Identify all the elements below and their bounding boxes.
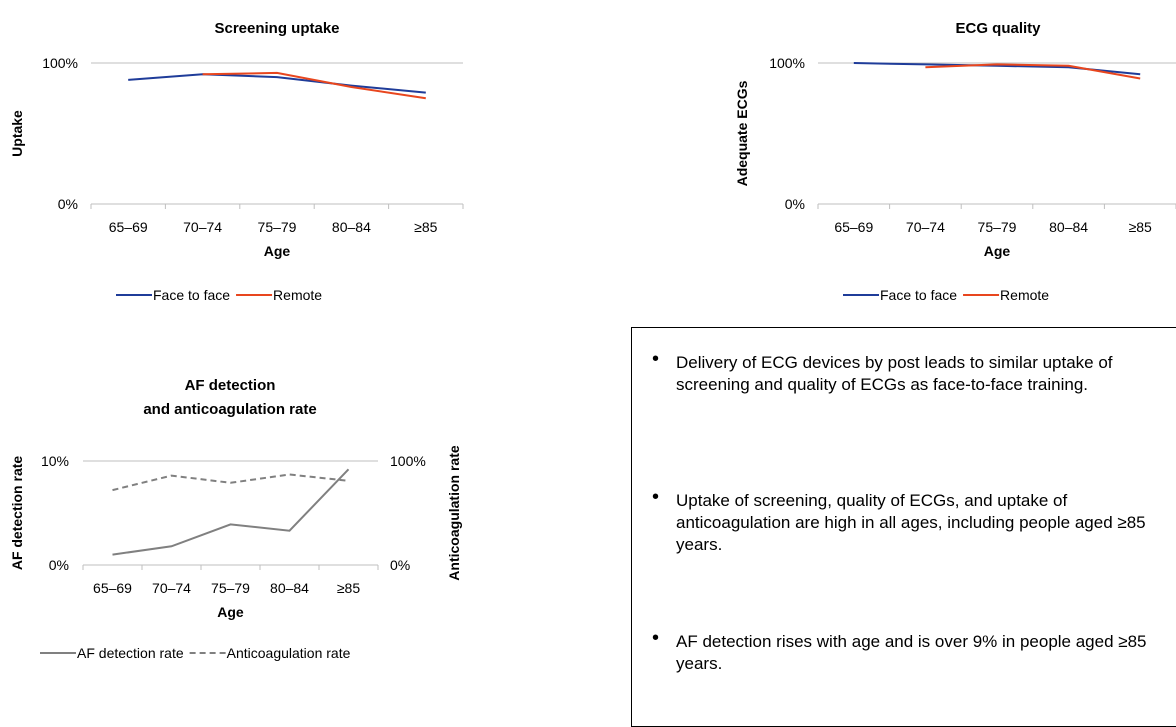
y-tick-label: 100% [42,55,78,71]
y2-tick-label: 100% [390,453,426,469]
y-tick-label: 0% [785,196,805,212]
y2-tick-label: 0% [390,557,410,573]
x-axis-label: Age [264,243,291,259]
x-tick-label: ≥85 [337,580,360,596]
series-line-remote [202,71,426,100]
series-line-af-detection-rate [112,468,350,556]
y-axis-label: Adequate ECGs [734,80,750,186]
legend-label: AF detection rate [77,645,184,661]
chart-title: ECG quality [955,20,1041,37]
x-axis-label: Age [217,604,244,620]
y-tick-label: 100% [769,55,805,71]
x-tick-label: 75–79 [211,580,250,596]
finding-text: AF detection rises with age and is over … [676,632,1147,673]
legend-label: Anticoagulation rate [227,645,351,661]
x-tick-label: 70–74 [183,219,222,235]
x-tick-label: 65–69 [109,219,148,235]
x-tick-label: ≥85 [414,219,437,235]
series-line-remote [925,63,1141,80]
finding-item: • Uptake of screening, quality of ECGs, … [652,486,1176,556]
x-tick-label: 70–74 [906,219,945,235]
series-line-face-to-face [128,73,426,94]
x-tick-label: 80–84 [1049,219,1088,235]
y-axis-label: Uptake [9,110,25,157]
legend-label: Remote [273,287,322,303]
key-findings-box: • Delivery of ECG devices by post leads … [631,327,1176,727]
x-tick-label: 65–69 [834,219,873,235]
finding-item: • AF detection rises with age and is ove… [652,627,1176,675]
finding-text: Uptake of screening, quality of ECGs, an… [676,491,1146,554]
y2-axis-label: Anticoagulation rate [446,445,462,581]
x-tick-label: 75–79 [978,219,1017,235]
x-tick-label: 70–74 [152,580,191,596]
chart-title: AF detection [185,377,276,394]
legend-label: Face to face [880,287,957,303]
x-tick-label: 80–84 [332,219,371,235]
bullet-icon: • [652,348,660,370]
x-tick-label: 75–79 [258,219,297,235]
chart-title: and anticoagulation rate [143,401,316,418]
y-tick-label: 10% [41,453,69,469]
x-tick-label: ≥85 [1129,219,1152,235]
legend-label: Face to face [153,287,230,303]
finding-item: • Delivery of ECG devices by post leads … [652,348,1176,396]
charts-canvas: Screening uptake 0% 100% 65–69 70–74 75–79 80–… [9,20,1176,661]
x-tick-label: 80–84 [270,580,309,596]
series-line-anticoagulation-rate [112,473,349,492]
y-axis-label: AF detection rate [9,456,25,571]
chart-title: Screening uptake [214,20,339,37]
y-tick-label: 0% [58,196,78,212]
legend-label: Remote [1000,287,1049,303]
bullet-icon: • [652,486,660,508]
finding-text: Delivery of ECG devices by post leads to… [676,353,1113,394]
x-axis-label: Age [984,243,1011,259]
x-tick-label: 65–69 [93,580,132,596]
y-tick-label: 0% [49,557,69,573]
bullet-icon: • [652,627,660,649]
